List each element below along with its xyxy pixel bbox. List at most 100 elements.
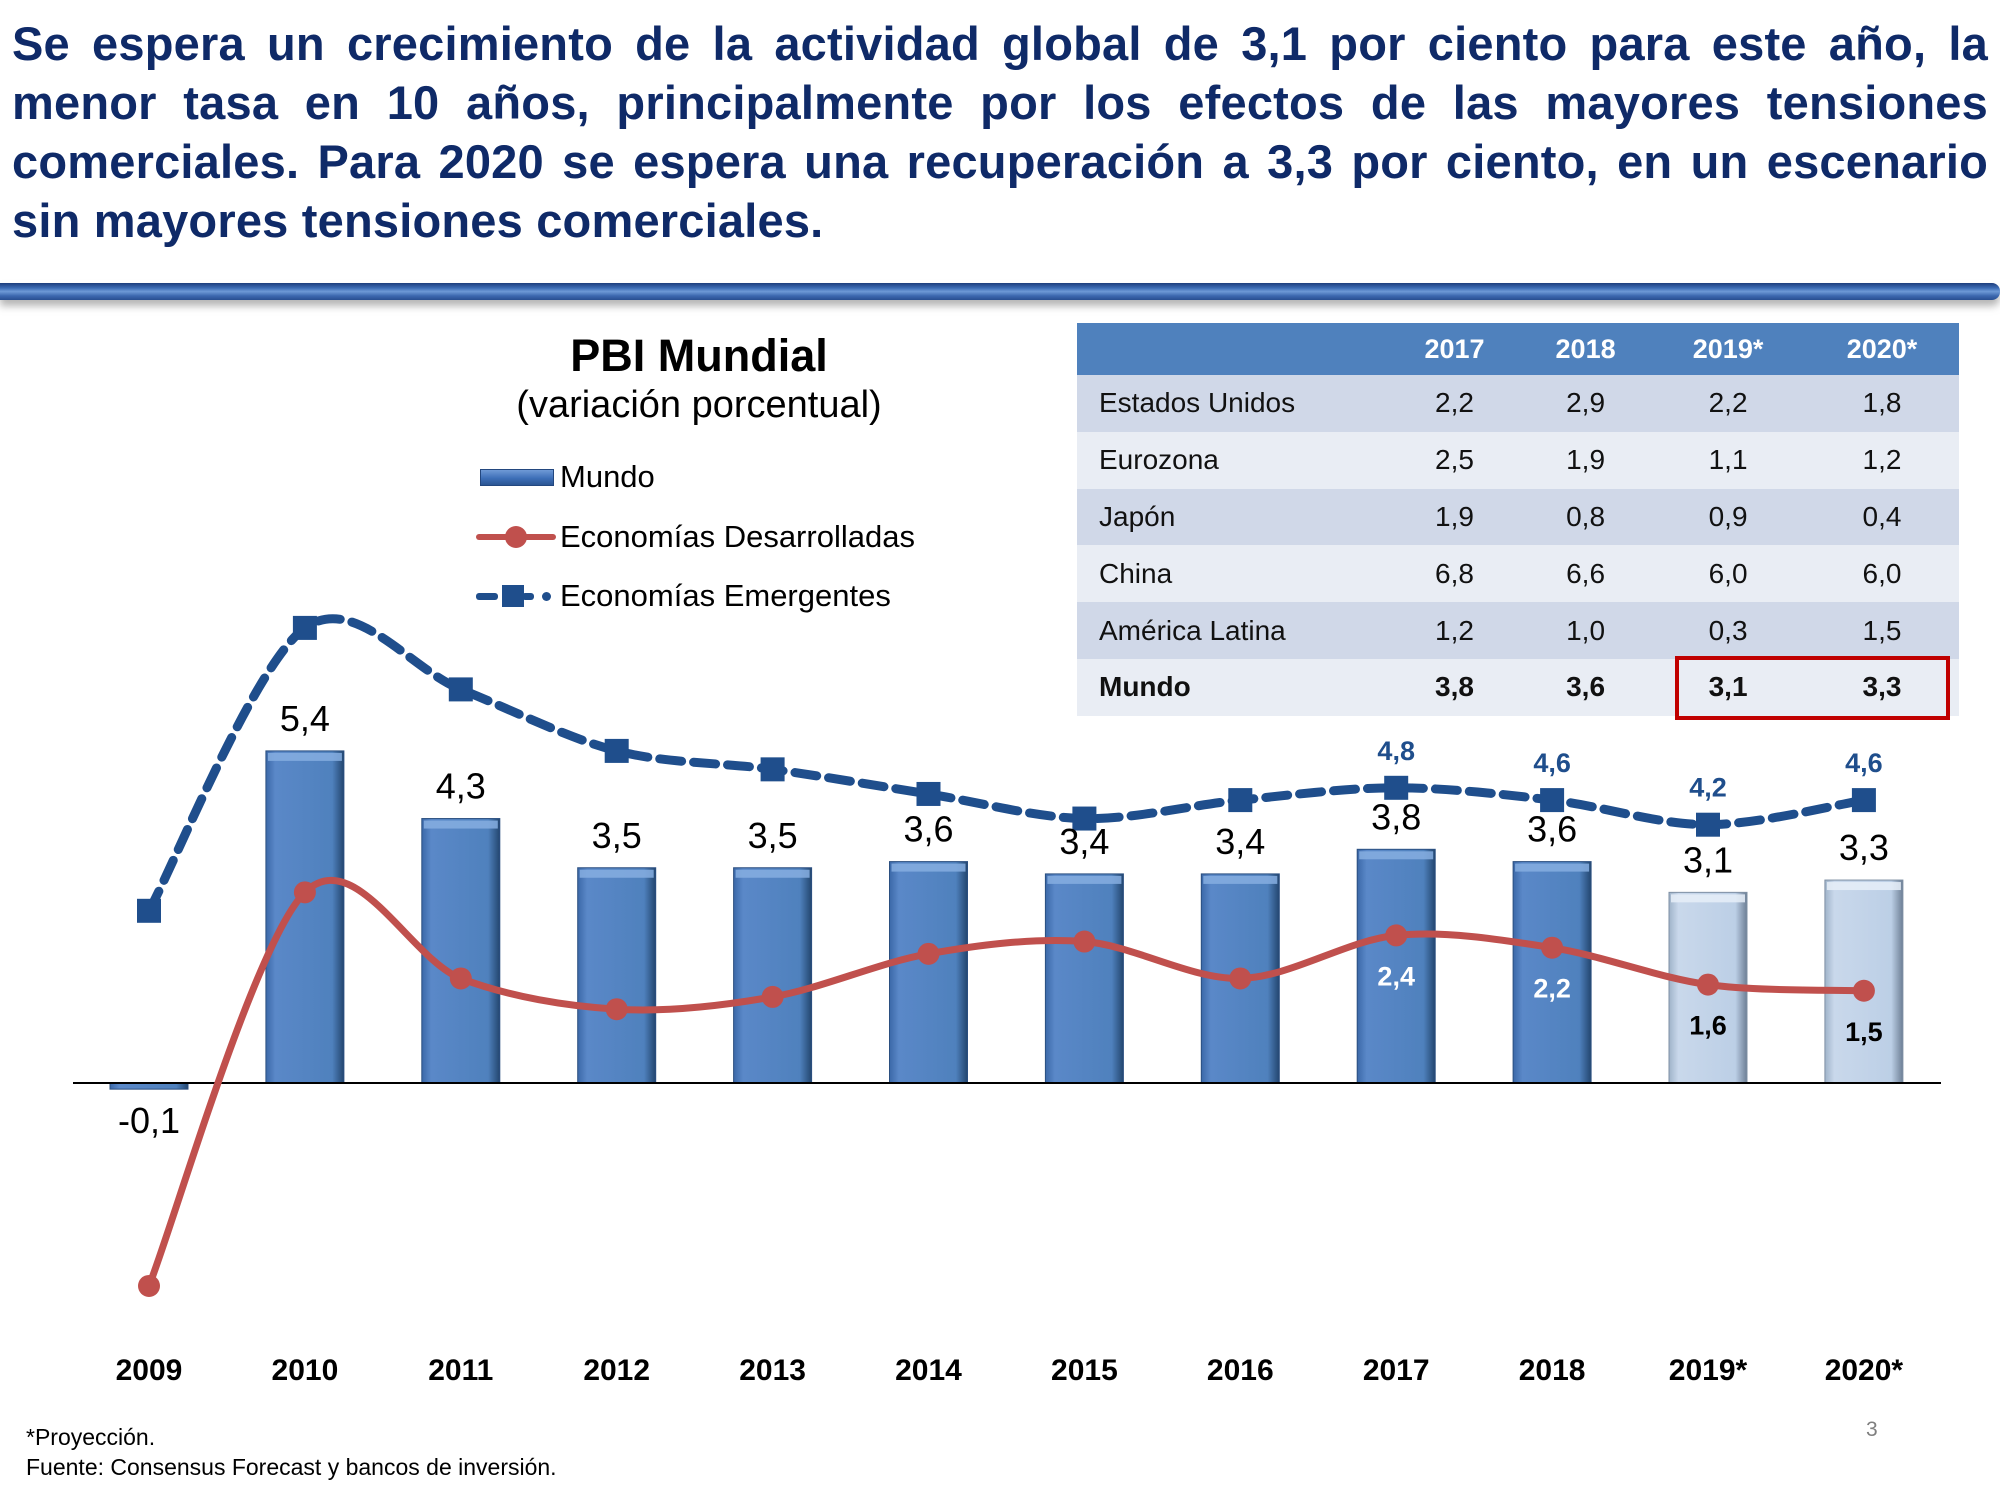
x-tick-label: 2016 (1207, 1354, 1274, 1387)
country-cell: China (1077, 545, 1389, 603)
developed-marker (1852, 979, 1875, 1002)
bar-2014 (889, 861, 968, 1084)
value-cell: 1,8 (1805, 375, 1959, 432)
table-row: Japón 1,9 0,8 0,9 0,4 (1077, 488, 1959, 546)
value-cell: 2,9 (1520, 375, 1652, 432)
developed-marker (761, 985, 784, 1008)
value-cell: 0,3 (1651, 602, 1806, 659)
bar-value-label: 3,8 (1371, 796, 1421, 837)
emerging-value-label: 4,6 (1845, 748, 1883, 778)
bar-bevel (423, 820, 498, 829)
bar-bevel (579, 869, 654, 878)
table-header-row: 2017 2018 2019* 2020* (1077, 323, 1959, 375)
x-tick-label: 2017 (1363, 1354, 1430, 1387)
bar-bevel (1359, 851, 1434, 860)
legend-label: Mundo (560, 459, 655, 494)
developed-marker (917, 942, 940, 965)
chart-title: PBI Mundial (570, 330, 828, 381)
developed-marker (1385, 924, 1408, 947)
bar-swatch-icon (476, 462, 556, 492)
value-cell: 2,2 (1651, 375, 1806, 432)
country-cell: Mundo (1077, 658, 1389, 716)
value-cell: 3,3 (1805, 658, 1959, 716)
value-cell: 0,8 (1520, 488, 1652, 546)
bar-value-label: 3,5 (592, 815, 642, 856)
x-tick-label: 2013 (739, 1354, 806, 1387)
value-cell: 1,2 (1805, 431, 1959, 489)
table-header-blank (1077, 323, 1389, 375)
x-tick-label: 2010 (272, 1354, 339, 1387)
x-tick-label: 2011 (428, 1354, 493, 1387)
value-cell: 6,0 (1805, 545, 1959, 603)
emerging-marker (448, 677, 473, 702)
table-row: Eurozona 2,5 1,9 1,1 1,2 (1077, 431, 1959, 489)
emerging-marker (760, 757, 785, 782)
emerging-marker (1540, 788, 1565, 813)
x-tick-label: 2014 (895, 1354, 962, 1387)
emerging-marker (292, 615, 317, 640)
value-cell: 3,6 (1520, 658, 1652, 716)
line-circle-swatch-icon (476, 522, 556, 552)
emerging-value-label: 4,2 (1689, 773, 1727, 803)
bar-bevel (1047, 875, 1122, 884)
dashed-square-swatch-icon (476, 581, 556, 611)
developed-marker (1073, 930, 1096, 953)
page-number: 3 (1866, 1418, 1878, 1441)
bar-bevel (1826, 882, 1901, 891)
table-header-2018: 2018 (1520, 323, 1652, 375)
developed-value-label: 2,4 (1377, 961, 1415, 991)
developed-value-label: 1,5 (1845, 1017, 1883, 1047)
emerging-marker (916, 781, 941, 806)
bar-bevel (891, 863, 966, 872)
bar-value-label: 3,1 (1683, 839, 1733, 880)
developed-marker (1541, 936, 1564, 959)
bar-value-label: 3,6 (1527, 809, 1577, 850)
developed-marker (293, 881, 316, 904)
value-cell: 1,1 (1651, 431, 1806, 489)
x-tick-label: 2009 (116, 1354, 183, 1387)
bar-bevel (1515, 863, 1590, 872)
bar-2013 (733, 867, 813, 1084)
legend-item-emergentes: Economías Emergentes (476, 574, 891, 618)
bar-value-label: 3,3 (1839, 827, 1889, 868)
developed-marker (1697, 973, 1719, 996)
legend-item-desarrolladas: Economías Desarrolladas (476, 515, 915, 559)
chart-subtitle: (variación porcentual) (516, 384, 882, 426)
developed-marker (138, 1274, 160, 1297)
developed-value-label: 1,6 (1689, 1011, 1727, 1041)
country-cell: Eurozona (1077, 431, 1389, 489)
x-tick-label: 2019* (1669, 1354, 1748, 1387)
bar-value-label: 3,4 (1059, 821, 1109, 862)
source-note: Fuente: Consensus Forecast y bancos de i… (26, 1454, 557, 1480)
x-tick-label: 2012 (583, 1354, 650, 1387)
value-cell: 0,4 (1805, 488, 1959, 546)
bar-2010 (265, 750, 345, 1084)
legend-item-mundo: Mundo (476, 455, 655, 499)
table-row: América Latina 1,2 1,0 0,3 1,5 (1077, 602, 1959, 659)
emerging-marker (604, 738, 629, 763)
x-tick-label: 2018 (1519, 1354, 1586, 1387)
table-row: China 6,8 6,6 6,0 6,0 (1077, 545, 1959, 603)
bar-value-label: -0,1 (118, 1100, 180, 1141)
emerging-marker (1696, 812, 1720, 837)
bar-value-label: 3,5 (748, 815, 798, 856)
bar-2011 (421, 818, 501, 1084)
bar-bevel (1203, 875, 1278, 884)
bar-value-label: 4,3 (436, 766, 486, 807)
emerging-value-label: 4,8 (1377, 736, 1415, 766)
value-cell: 2,2 (1389, 375, 1521, 432)
x-tick-label: 2015 (1051, 1354, 1118, 1387)
bar-value-label: 3,4 (1215, 821, 1265, 862)
legend-label: Economías Desarrolladas (560, 519, 915, 554)
bar-value-label: 3,6 (903, 809, 953, 850)
bar-value-label: 5,4 (280, 698, 330, 739)
value-cell: 0,9 (1651, 488, 1806, 546)
country-cell: Japón (1077, 488, 1389, 546)
bar-2017 (1356, 848, 1436, 1084)
table-header-2017: 2017 (1389, 323, 1521, 375)
projection-note: *Proyección. (26, 1424, 156, 1450)
emerging-marker (1228, 788, 1253, 813)
emerging-marker (1072, 806, 1097, 831)
value-cell: 6,6 (1520, 545, 1652, 603)
